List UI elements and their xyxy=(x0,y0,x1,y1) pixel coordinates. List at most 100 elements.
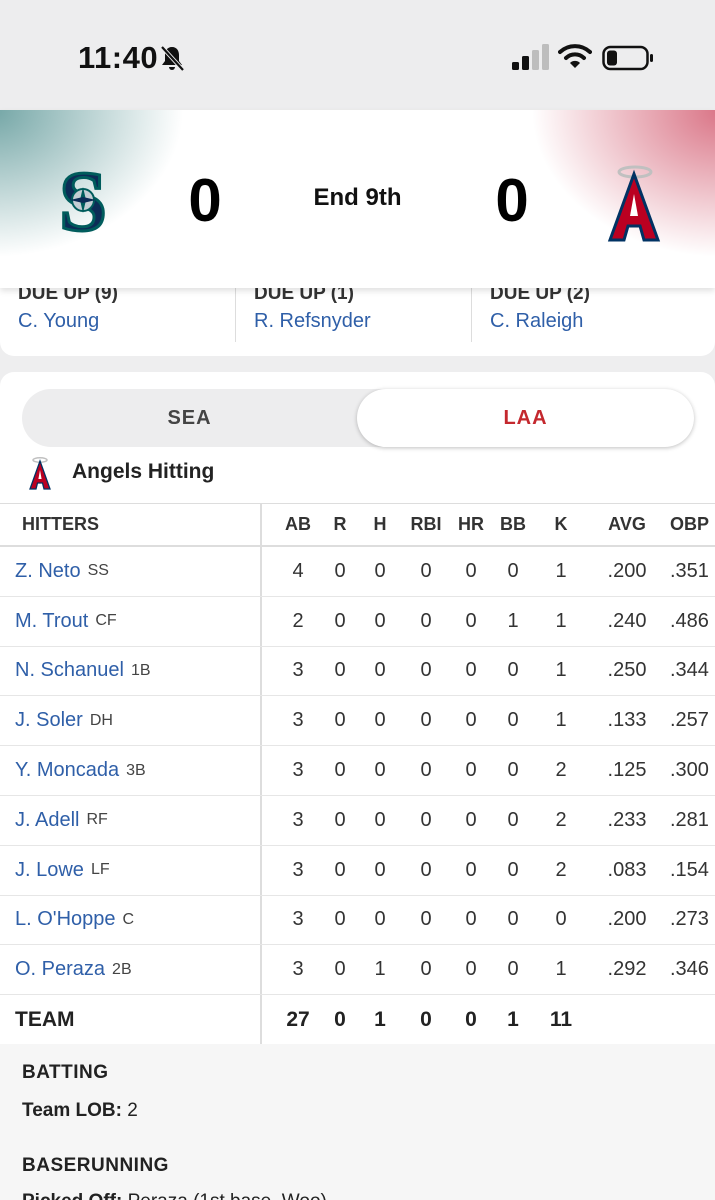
hitter-cell: Z. Neto SS xyxy=(0,547,262,596)
stat-bb: 0 xyxy=(507,808,519,831)
table-row: Y. Moncada 3B 3 0 0 0 0 0 2 .125 .300 xyxy=(0,746,715,796)
due-up-player-link[interactable]: R. Refsnyder xyxy=(254,310,371,332)
stat-rbi: 0 xyxy=(420,659,432,682)
column-header: R xyxy=(333,514,347,534)
stat-rbi: 0 xyxy=(420,858,432,881)
stat-k: 1 xyxy=(555,958,567,981)
hitter-cell: Y. Moncada 3B xyxy=(0,746,262,795)
stat-rbi: 0 xyxy=(420,808,432,831)
table-row: N. Schanuel 1B 3 0 0 0 0 0 1 .250 .344 xyxy=(0,646,715,697)
player-name-link[interactable]: J. Adell xyxy=(15,808,80,831)
status-bar: 11:40 xyxy=(0,0,715,110)
player-position: SS xyxy=(87,562,109,580)
home-score: 0 xyxy=(495,167,529,234)
hitter-cell: J. Lowe LF xyxy=(0,845,262,895)
stat-h: 0 xyxy=(374,759,386,782)
stat-ab: 3 xyxy=(292,808,304,831)
hitter-cell: L. O'Hoppe C xyxy=(0,895,262,945)
stat-avg: .083 xyxy=(607,858,647,881)
team-lob-label: Team LOB: xyxy=(22,1100,122,1121)
picked-off-value: Peraza (1st base, Woo) xyxy=(128,1191,327,1200)
stat-ab: 3 xyxy=(292,659,304,682)
stat-rbi: 0 xyxy=(420,759,432,782)
column-header: RBI xyxy=(410,514,442,534)
stat-k: 2 xyxy=(555,858,567,881)
stat-h: 0 xyxy=(374,808,386,831)
stat-hr: 0 xyxy=(465,858,477,881)
due-up-player-link[interactable]: C. Young xyxy=(18,310,100,332)
stat-ab: 3 xyxy=(292,759,304,782)
stat-bb: 0 xyxy=(507,659,519,682)
stat-bb: 0 xyxy=(507,958,519,981)
due-up-label: DUE UP (1) xyxy=(254,283,354,304)
stat-rbi: 0 xyxy=(420,609,432,632)
due-up-column: DUE UP (1) R. Refsnyder xyxy=(235,278,471,342)
player-name-link[interactable]: O. Peraza xyxy=(15,958,106,981)
game-notes: BATTING Team LOB: 2 BASERUNNING Picked O… xyxy=(0,1044,715,1200)
table-row: O. Peraza 2B 3 0 1 0 0 0 1 .292 .346 xyxy=(0,945,715,996)
hitter-cell: J. Adell RF xyxy=(0,795,262,845)
team-label: TEAM xyxy=(0,995,262,1044)
player-position: DH xyxy=(89,711,113,729)
stat-k: 2 xyxy=(555,759,567,782)
status-time: 11:40 xyxy=(78,40,159,75)
stat-r: 0 xyxy=(334,609,346,632)
due-up-label: DUE UP (9) xyxy=(18,283,118,304)
stat-hr: 0 xyxy=(465,759,477,782)
mariners-logo-icon[interactable]: S xyxy=(54,158,112,240)
player-name-link[interactable]: L. O'Hoppe xyxy=(15,908,116,931)
player-position: 2B xyxy=(112,960,132,978)
box-score-card: SEA LAA Angels Hitting HITTERS AB R H RB… xyxy=(0,372,715,1200)
stat-r: 0 xyxy=(334,709,346,732)
player-name-link[interactable]: Y. Moncada xyxy=(15,759,120,782)
total-bb: 1 xyxy=(507,1007,519,1031)
column-header: BB xyxy=(500,514,526,534)
stat-ab: 3 xyxy=(292,958,304,981)
stat-r: 0 xyxy=(334,908,346,931)
player-name-link[interactable]: J. Soler xyxy=(15,709,83,732)
stat-obp: .300 xyxy=(670,759,709,782)
player-position: C xyxy=(122,910,135,928)
picked-off-line: Picked Off: Peraza (1st base, Woo) xyxy=(22,1191,327,1200)
stat-bb: 0 xyxy=(507,709,519,732)
stat-obp: .486 xyxy=(670,609,709,632)
angels-logo-icon[interactable] xyxy=(604,162,664,244)
batting-section-title: BATTING xyxy=(22,1062,109,1083)
table-row: J. Soler DH 3 0 0 0 0 0 1 .133 .257 xyxy=(0,696,715,747)
stat-bb: 0 xyxy=(507,858,519,881)
player-name-link[interactable]: Z. Neto xyxy=(15,559,81,582)
due-up-player-link[interactable]: C. Raleigh xyxy=(490,310,584,332)
stat-h: 0 xyxy=(374,908,386,931)
stat-ab: 3 xyxy=(292,908,304,931)
player-name-link[interactable]: J. Lowe xyxy=(15,858,84,881)
stat-obp: .257 xyxy=(670,709,709,732)
table-row: Z. Neto SS 4 0 0 0 0 0 1 .200 .351 xyxy=(0,547,715,597)
hitter-cell: O. Peraza 2B xyxy=(0,945,262,995)
stat-avg: .233 xyxy=(607,808,647,831)
player-position: CF xyxy=(95,612,117,630)
stat-h: 0 xyxy=(374,659,386,682)
stat-avg: .200 xyxy=(607,559,647,582)
stat-obp: .273 xyxy=(670,908,709,931)
total-hr: 0 xyxy=(465,1007,477,1031)
baserunning-section-title: BASERUNNING xyxy=(22,1155,169,1176)
stat-avg: .133 xyxy=(607,709,647,732)
cellular-signal-icon xyxy=(512,44,549,70)
stat-rbi: 0 xyxy=(420,958,432,981)
stat-k: 2 xyxy=(555,808,567,831)
team-lob-value: 2 xyxy=(127,1100,138,1121)
column-header: AVG xyxy=(608,514,646,534)
player-name-link[interactable]: M. Trout xyxy=(15,609,89,632)
stat-hr: 0 xyxy=(465,958,477,981)
stat-hr: 0 xyxy=(465,609,477,632)
table-row: M. Trout CF 2 0 0 0 0 1 1 .240 .486 xyxy=(0,596,715,647)
team-tab-sea[interactable]: SEA xyxy=(167,407,212,429)
table-row: L. O'Hoppe C 3 0 0 0 0 0 0 .200 .273 xyxy=(0,895,715,946)
stat-bb: 0 xyxy=(507,559,519,582)
player-position: LF xyxy=(90,861,110,879)
team-tab-laa[interactable]: LAA xyxy=(357,389,694,447)
stat-avg: .125 xyxy=(607,759,647,782)
stat-bb: 0 xyxy=(507,908,519,931)
stat-obp: .344 xyxy=(670,659,709,682)
player-name-link[interactable]: N. Schanuel xyxy=(15,659,124,682)
